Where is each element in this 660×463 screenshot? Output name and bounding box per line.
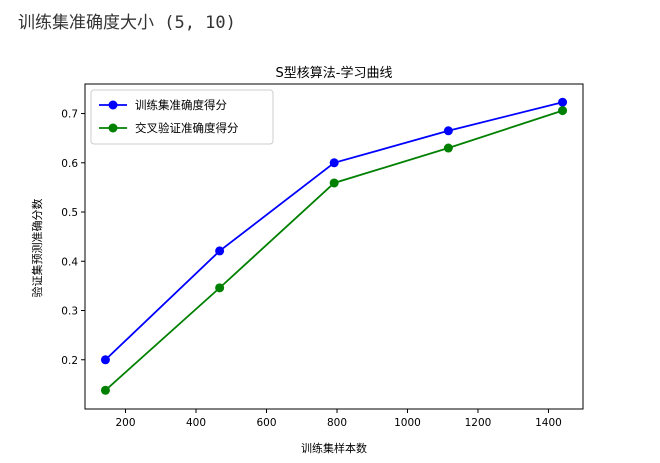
legend-box [90, 89, 274, 145]
x-tick-label: 800 [327, 417, 347, 429]
series-2-point [329, 178, 339, 188]
legend-label: 训练集准确度得分 [135, 98, 227, 112]
chart-title: S型核算法-学习曲线 [276, 65, 393, 81]
y-tick-label: 0.2 [61, 355, 78, 367]
y-tick-label: 0.4 [61, 256, 78, 268]
x-tick-label: 400 [186, 417, 206, 429]
series-2-point [215, 283, 225, 293]
y-tick-label: 0.7 [61, 109, 78, 121]
series-1-point [100, 355, 110, 365]
series-1-point [558, 97, 568, 107]
x-tick-label: 1000 [394, 417, 421, 429]
y-tick-label: 0.6 [61, 158, 78, 170]
plot-frame [84, 83, 584, 410]
series-1-point [443, 126, 453, 136]
legend-swatch-marker [108, 123, 118, 133]
x-tick-label: 1400 [535, 417, 562, 429]
legend-swatch-marker [108, 100, 118, 110]
y-axis-label: 验证集预测准确分数 [30, 199, 44, 298]
x-tick-label: 200 [116, 417, 136, 429]
series-2-point [558, 106, 568, 116]
x-axis-label: 训练集样本数 [301, 441, 367, 455]
series-2-point [443, 143, 453, 153]
legend-label: 交叉验证准确度得分 [135, 121, 239, 135]
series-1-point [329, 158, 339, 168]
x-tick-label: 600 [256, 417, 276, 429]
y-tick-label: 0.3 [61, 306, 78, 318]
series-1-point [215, 246, 225, 256]
series-2-point [100, 385, 110, 395]
x-tick-label: 1200 [465, 417, 492, 429]
figure-caption: 训练集准确度大小 (5, 10) [18, 13, 236, 33]
y-tick-label: 0.5 [61, 207, 78, 219]
